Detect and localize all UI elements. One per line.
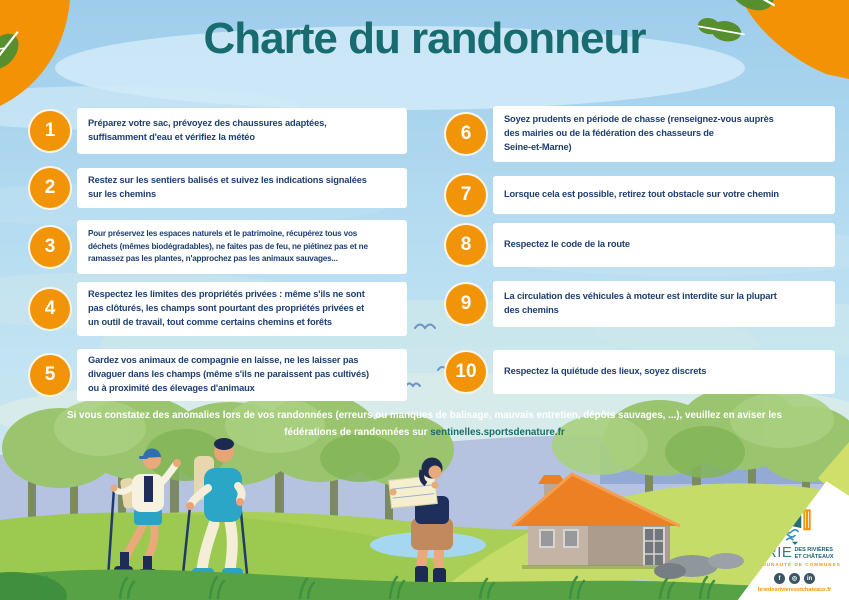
rule-text: Respectez les limites des propriétés pri… [77, 282, 407, 336]
rule-text: Gardez vos animaux de compagnie en laiss… [77, 349, 407, 401]
rule-item-8: 8 Respectez le code de la route [444, 223, 835, 267]
social-icons: f ◎ in [774, 573, 815, 584]
rule-number-badge: 6 [444, 112, 488, 156]
rule-text: Restez sur les sentiers balisés et suive… [77, 168, 407, 208]
rule-item-3: 3 Pour préservez les espaces naturels et… [28, 220, 407, 274]
notice-text-line1: Si vous constatez des anomalies lors de … [67, 410, 782, 421]
rule-number-badge: 7 [444, 173, 488, 217]
foreground-grass [0, 569, 849, 600]
oak-leaf-top-left [0, 31, 19, 95]
rule-item-6: 6 Soyez prudents en période de chasse (r… [444, 106, 835, 162]
brie-subtitle-line1: DES RIVIÈRES [794, 547, 833, 554]
rule-number-badge: 8 [444, 223, 488, 267]
hiker-woman-left [106, 448, 181, 579]
page-title: Charte du randonneur [203, 14, 646, 63]
rule-text: Respectez le code de la route [493, 223, 835, 267]
rule-text: Lorsque cela est possible, retirez tout … [493, 176, 835, 214]
rule-item-9: 9 La circulation des véhicules à moteur … [444, 281, 835, 327]
rule-text: Soyez prudents en période de chasse (ren… [493, 106, 835, 162]
rule-number-badge: 2 [28, 166, 72, 210]
tree-line [2, 386, 849, 540]
oak-leaf-top-right-small [697, 18, 745, 42]
rule-text: Pour préservez les espaces naturels et l… [77, 220, 407, 274]
rule-item-10: 10 Respectez la quiétude des lieux, soye… [444, 350, 835, 394]
rule-number-badge: 5 [28, 353, 72, 397]
brie-tagline: COMMUNAUTÉ DE COMMUNES [748, 562, 841, 567]
rule-number-badge: 1 [28, 109, 72, 153]
instagram-icon[interactable]: ◎ [789, 573, 800, 584]
brie-subtitle-line2: ET CHÂTEAUX [794, 553, 834, 560]
rule-item-5: 5 Gardez vos animaux de compagnie en lai… [28, 349, 407, 401]
rule-item-7: 7 Lorsque cela est possible, retirez tou… [444, 173, 835, 217]
rule-item-4: 4 Respectez les limites des propriétés p… [28, 282, 407, 336]
facebook-icon[interactable]: f [774, 573, 785, 584]
house [511, 472, 681, 569]
rocks [654, 553, 744, 579]
notice-text-line2: fédérations de randonnées sur [284, 426, 431, 438]
linkedin-icon[interactable]: in [804, 573, 815, 584]
rule-number-badge: 10 [444, 350, 488, 394]
rule-item-2: 2 Restez sur les sentiers balisés et sui… [28, 166, 407, 210]
rule-text: La circulation des véhicules à moteur es… [493, 281, 835, 327]
brie-website-url[interactable]: briedesrivieresetchateaux.fr [757, 587, 832, 593]
anomaly-notice: Si vous constatez des anomalies lors de … [34, 408, 815, 441]
rule-item-1: 1 Préparez votre sac, prévoyez des chaus… [28, 108, 407, 154]
sentinelles-link[interactable]: sentinelles.sportsdenature.fr [430, 426, 565, 438]
rule-number-badge: 4 [28, 287, 72, 331]
rule-text: Respectez la quiétude des lieux, soyez d… [493, 350, 835, 394]
rule-number-badge: 3 [28, 225, 72, 269]
oak-leaf-top-right [698, 0, 775, 11]
rule-text: Préparez votre sac, prévoyez des chaussu… [77, 108, 407, 154]
rule-number-badge: 9 [444, 282, 488, 326]
hiker-woman-right [388, 457, 453, 592]
